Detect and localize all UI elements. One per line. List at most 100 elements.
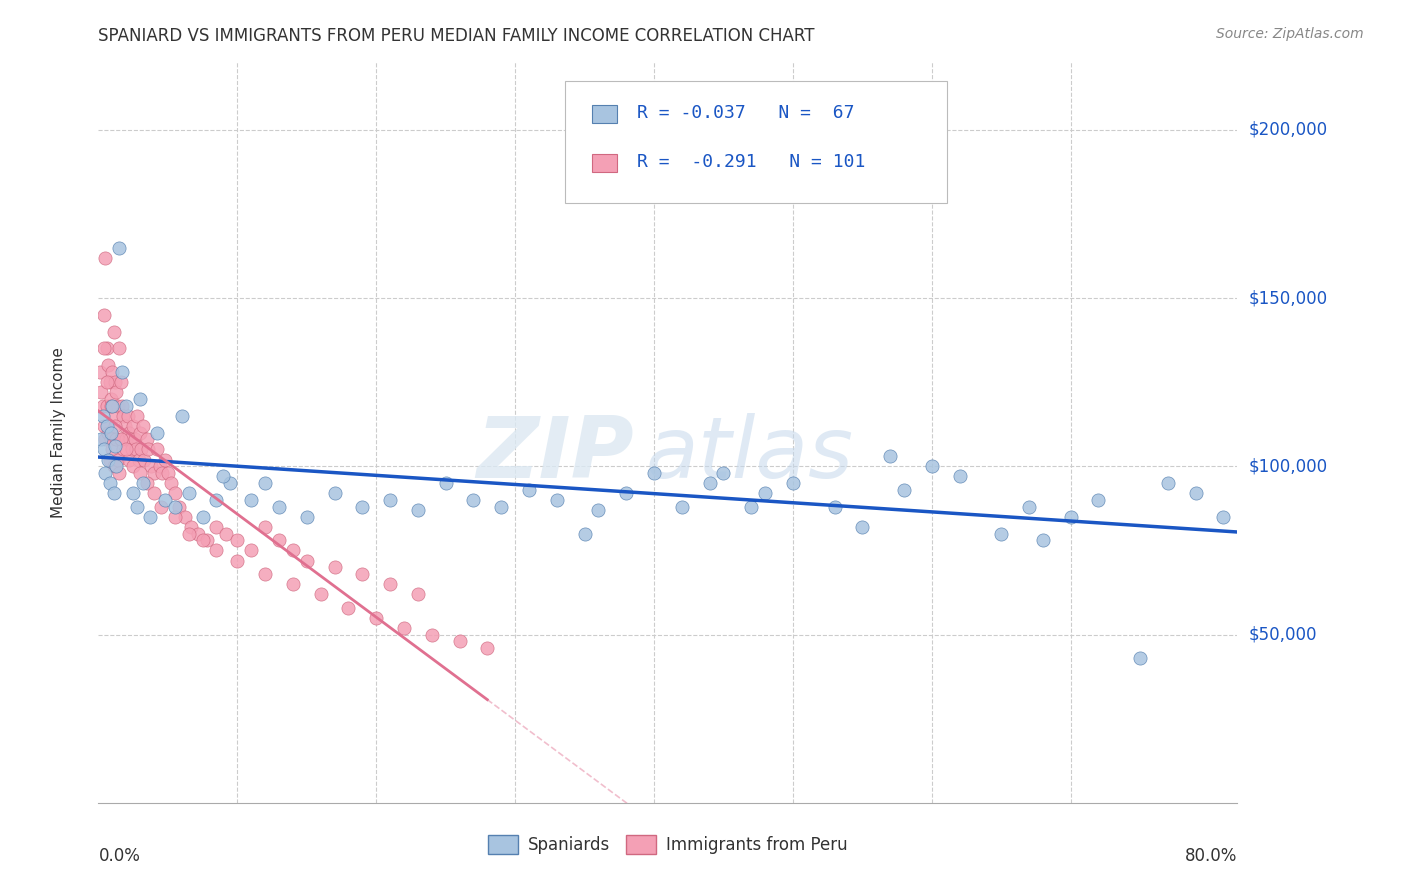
- Point: [97, 359, 120, 373]
- Point: [254, 520, 277, 534]
- Point: [105, 459, 128, 474]
- Point: [309, 587, 332, 601]
- Text: Median Family Income: Median Family Income: [51, 347, 66, 518]
- Point: [96, 418, 118, 433]
- Point: [145, 442, 167, 457]
- Point: [281, 543, 304, 558]
- Point: [195, 533, 218, 548]
- Text: 80.0%: 80.0%: [1185, 847, 1237, 865]
- Point: [477, 640, 499, 655]
- Text: $50,000: $50,000: [1249, 625, 1317, 643]
- Text: R =  -0.291   N = 101: R = -0.291 N = 101: [637, 153, 866, 171]
- Point: [173, 509, 195, 524]
- Point: [122, 459, 145, 474]
- Point: [104, 418, 127, 433]
- Point: [378, 577, 401, 591]
- Point: [97, 425, 120, 440]
- Point: [101, 365, 124, 379]
- Text: $150,000: $150,000: [1249, 289, 1327, 307]
- Point: [163, 509, 186, 524]
- Point: [120, 433, 142, 447]
- Point: [254, 476, 277, 491]
- Text: R = -0.037   N =  67: R = -0.037 N = 67: [637, 103, 855, 122]
- Point: [406, 503, 429, 517]
- Point: [205, 492, 228, 507]
- Point: [104, 409, 127, 423]
- Point: [153, 492, 176, 507]
- Point: [104, 439, 127, 453]
- Point: [127, 409, 149, 423]
- Point: [281, 577, 304, 591]
- Point: [143, 466, 166, 480]
- Point: [110, 433, 132, 447]
- Point: [96, 342, 118, 356]
- Point: [267, 533, 290, 548]
- Point: [100, 392, 122, 406]
- Point: [643, 466, 665, 480]
- Point: [323, 486, 346, 500]
- Point: [117, 409, 139, 423]
- Point: [1018, 500, 1040, 514]
- Point: [94, 251, 117, 265]
- Point: [145, 425, 167, 440]
- Point: [449, 634, 471, 648]
- Point: [129, 392, 152, 406]
- Point: [392, 621, 415, 635]
- Point: [108, 466, 131, 480]
- Point: [295, 509, 318, 524]
- Point: [740, 500, 762, 514]
- Point: [1157, 476, 1180, 491]
- Point: [406, 587, 429, 601]
- Point: [111, 365, 134, 379]
- Point: [170, 409, 193, 423]
- Point: [134, 452, 156, 467]
- Point: [671, 500, 693, 514]
- Point: [219, 476, 242, 491]
- Text: Source: ZipAtlas.com: Source: ZipAtlas.com: [1216, 27, 1364, 41]
- Point: [110, 433, 132, 447]
- Point: [91, 399, 114, 413]
- FancyBboxPatch shape: [565, 81, 946, 203]
- Point: [352, 566, 374, 581]
- Point: [101, 442, 124, 457]
- Point: [131, 442, 153, 457]
- Point: [107, 452, 129, 467]
- Point: [434, 476, 457, 491]
- Point: [93, 308, 115, 322]
- Point: [1032, 533, 1054, 548]
- Point: [990, 526, 1012, 541]
- Point: [824, 500, 846, 514]
- Point: [115, 399, 138, 413]
- Point: [754, 486, 776, 500]
- Point: [167, 500, 190, 514]
- Point: [94, 466, 117, 480]
- Text: atlas: atlas: [645, 413, 853, 496]
- Point: [1184, 486, 1206, 500]
- Point: [110, 375, 132, 389]
- Point: [921, 459, 943, 474]
- Point: [893, 483, 915, 497]
- Point: [1087, 492, 1109, 507]
- Point: [517, 483, 540, 497]
- Legend: Spaniards, Immigrants from Peru: Spaniards, Immigrants from Peru: [481, 829, 855, 861]
- Point: [546, 492, 568, 507]
- Point: [93, 342, 115, 356]
- Point: [90, 385, 112, 400]
- Point: [163, 486, 186, 500]
- Point: [337, 600, 360, 615]
- Point: [112, 442, 135, 457]
- Point: [156, 466, 179, 480]
- Point: [420, 627, 443, 641]
- Point: [139, 509, 162, 524]
- Point: [129, 466, 152, 480]
- Point: [103, 486, 125, 500]
- Point: [153, 452, 176, 467]
- Point: [226, 553, 249, 567]
- Point: [90, 433, 112, 447]
- Point: [105, 433, 128, 447]
- Point: [148, 459, 170, 474]
- Point: [122, 418, 145, 433]
- Point: [240, 543, 263, 558]
- Point: [588, 503, 610, 517]
- Point: [177, 526, 200, 541]
